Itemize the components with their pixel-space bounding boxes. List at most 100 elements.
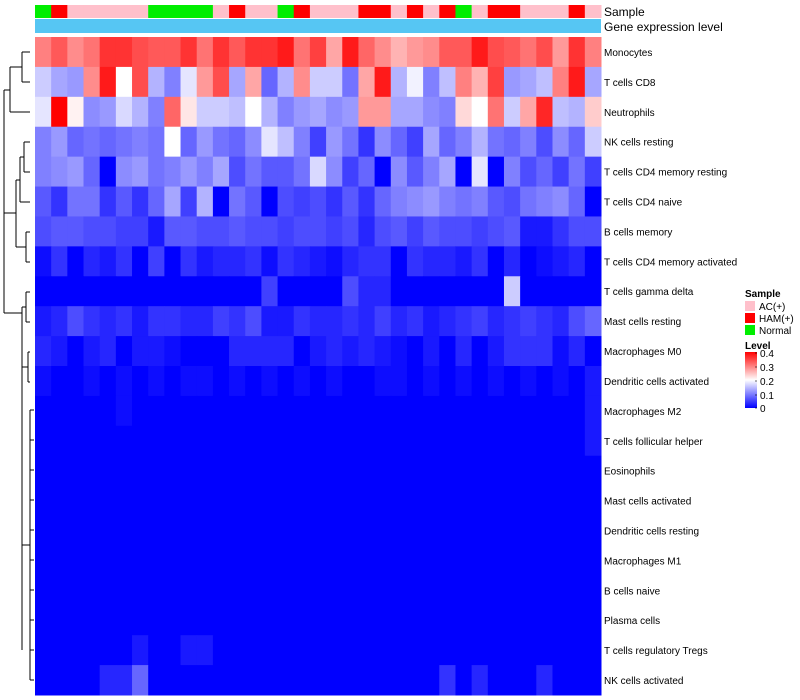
heatmap-cell [487, 246, 505, 277]
heatmap-cell [277, 246, 295, 277]
heatmap-cell [455, 156, 473, 188]
heatmap-cell [552, 66, 570, 98]
heatmap-cell [536, 605, 553, 636]
heatmap-cell [568, 276, 586, 307]
heatmap-cell [293, 665, 311, 696]
heatmap-cell [342, 455, 359, 487]
heatmap-cell [342, 575, 359, 606]
heatmap-cell [261, 336, 279, 367]
sample-annotation-cell [342, 5, 359, 18]
heatmap-cell [406, 665, 424, 696]
heatmap-cell [212, 455, 230, 487]
heatmap-cell [536, 246, 553, 277]
heatmap-cell [164, 366, 182, 397]
heatmap-cell [406, 126, 424, 158]
heatmap-cell [309, 186, 327, 217]
heatmap-cell [552, 425, 570, 457]
heatmap-cell [552, 336, 570, 367]
heatmap-cell [261, 485, 279, 517]
heatmap-cell [439, 485, 456, 517]
heatmap-cell [552, 455, 570, 487]
heatmap-cell [99, 575, 117, 606]
heatmap-cell [261, 66, 279, 98]
heatmap-cell [520, 545, 537, 576]
heatmap-cell [536, 485, 553, 517]
heatmap-cell [245, 515, 262, 546]
heatmap-cell [455, 186, 473, 217]
heatmap-cell [487, 37, 505, 68]
heatmap-cell [180, 395, 198, 427]
heatmap-cell [326, 425, 343, 457]
heatmap-cell [196, 485, 214, 517]
heatmap-cell [132, 635, 149, 666]
heatmap-cell [520, 575, 537, 606]
heatmap-cell [390, 665, 408, 696]
heatmap-cell [487, 216, 505, 247]
heatmap-cell [358, 126, 376, 158]
heatmap-cell [83, 605, 101, 636]
heatmap-cell [164, 665, 182, 696]
heatmap-cell [520, 216, 537, 247]
heatmap-cell [471, 366, 489, 397]
heatmap-cell [520, 635, 537, 666]
heatmap-cell [552, 605, 570, 636]
sample-annotation-label: Sample [604, 5, 645, 19]
heatmap-cell [51, 545, 68, 576]
heatmap-cell [568, 96, 586, 128]
heatmap-cell [374, 276, 392, 307]
heatmap-cell [455, 336, 473, 367]
heatmap-cell [83, 186, 101, 217]
legend-swatch-ac [745, 301, 755, 311]
heatmap-cell [132, 336, 149, 367]
heatmap-cell [164, 425, 182, 457]
heatmap-cell [180, 66, 198, 98]
heatmap-cell [471, 306, 489, 337]
heatmap-cell [132, 515, 149, 546]
heatmap-cell [293, 306, 311, 337]
heatmap-cell [390, 395, 408, 427]
heatmap-cell [326, 156, 343, 188]
sample-annotation-cell [552, 5, 570, 18]
heatmap-cell [261, 455, 279, 487]
heatmap-cell [503, 126, 521, 158]
heatmap-cell [83, 455, 101, 487]
heatmap-cell [132, 545, 149, 576]
heatmap-cell [503, 276, 521, 307]
heatmap-cell [309, 515, 327, 546]
heatmap-cell [196, 575, 214, 606]
heatmap-cell [164, 306, 182, 337]
heatmap-cell [439, 366, 456, 397]
heatmap-cell [374, 66, 392, 98]
heatmap-cell [148, 66, 165, 98]
heatmap-cell [536, 665, 553, 696]
heatmap-cell [67, 276, 85, 307]
heatmap-cell [439, 545, 456, 576]
heatmap-cell [326, 455, 343, 487]
heatmap-cell [99, 336, 117, 367]
heatmap-cell [83, 306, 101, 337]
heatmap-cell [115, 186, 133, 217]
heatmap-cell [180, 96, 198, 128]
heatmap-cell [293, 425, 311, 457]
heatmap-cell [212, 246, 230, 277]
heatmap-cell [487, 156, 505, 188]
heatmap-cell [503, 66, 521, 98]
sample-annotation-cell [326, 5, 343, 18]
heatmap-cell [503, 186, 521, 217]
heatmap-cell [439, 156, 456, 188]
heatmap-cell [35, 216, 52, 247]
heatmap-cell [67, 186, 85, 217]
heatmap-cell [487, 425, 505, 457]
heatmap-cell [293, 37, 311, 68]
heatmap-cell [374, 96, 392, 128]
heatmap-cell [115, 545, 133, 576]
heatmap-cell [423, 425, 440, 457]
colorbar-tick-label: 0.1 [760, 391, 774, 402]
heatmap-cell [245, 96, 262, 128]
heatmap-cell [196, 216, 214, 247]
sample-annotation-cell [423, 5, 440, 18]
heatmap-cell [406, 545, 424, 576]
row-label: T cells follicular helper [604, 437, 703, 448]
heatmap-cell [67, 336, 85, 367]
heatmap-cell [552, 575, 570, 606]
